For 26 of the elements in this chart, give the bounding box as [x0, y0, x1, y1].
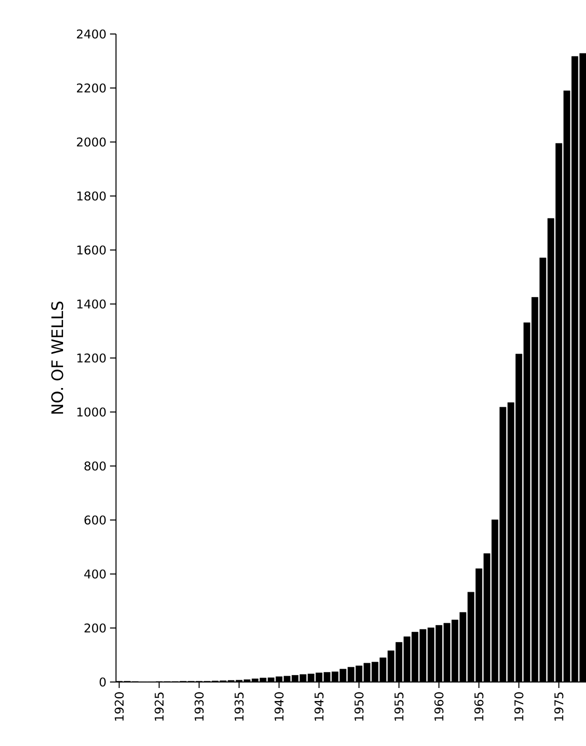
x-tick-label: 1970 — [514, 692, 524, 721]
y-tick-label: 400 — [84, 569, 106, 579]
y-tick-label: 200 — [84, 623, 106, 633]
x-tick-label: 1935 — [234, 692, 244, 721]
x-tick-label: 1940 — [274, 692, 284, 721]
y-tick-label: 1200 — [77, 353, 106, 363]
x-tick-label: 1960 — [434, 692, 444, 721]
y-tick-label: 2200 — [76, 83, 106, 93]
y-tick-label: 2000 — [76, 137, 106, 147]
x-tick-label: 1950 — [354, 692, 364, 721]
x-tick-label: 1925 — [154, 692, 164, 721]
x-tick-label: 1930 — [194, 692, 204, 721]
y-axis-title: NO. OF WELLS — [51, 302, 64, 414]
y-tick-label: 800 — [84, 461, 106, 471]
y-tick-label: 1400 — [77, 299, 106, 309]
y-tick-label: 2400 — [76, 29, 106, 39]
x-tick-label: 1920 — [114, 692, 124, 721]
y-tick-label: 1600 — [77, 245, 106, 255]
x-tick-label: 1955 — [394, 692, 404, 721]
y-tick-label: 1800 — [77, 191, 106, 201]
x-tick-label: 1965 — [474, 692, 484, 721]
y-tick-label: 600 — [84, 515, 106, 525]
x-tick-label: 1975 — [554, 692, 564, 721]
y-tick-label: 1000 — [77, 407, 106, 417]
x-tick-label: 1945 — [314, 692, 324, 721]
y-tick-label: 0 — [100, 677, 106, 687]
